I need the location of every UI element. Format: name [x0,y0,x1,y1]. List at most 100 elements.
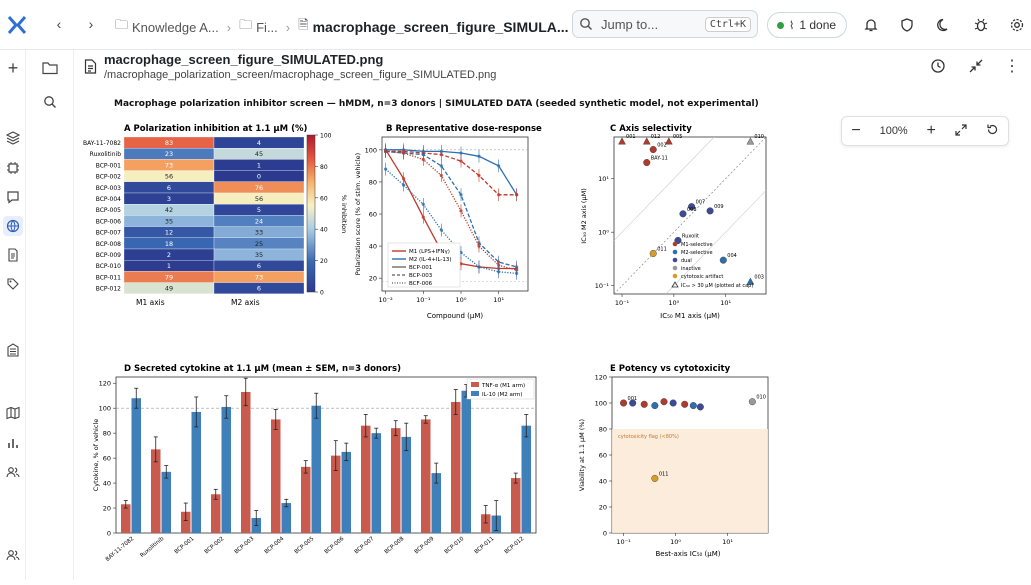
panel-d-ylabel: Cytokine, % of vehicle [92,419,100,491]
heatmap-row-label: BCP-003 [96,185,121,192]
plus-icon[interactable]: + [7,57,19,78]
cytokine-bar [161,471,171,533]
collapse-icon[interactable] [966,56,986,76]
zoom-in-icon[interactable]: + [926,122,936,139]
cytokine-bar [241,391,251,533]
panel-a-title: A Polarization inhibition at 1.1 μM (%) [124,124,307,134]
heatmap-cell-value: 12 [165,229,173,237]
x-tick-label: 10⁰ [668,299,679,307]
x-tick-label: Ruxolitinib [139,536,165,559]
data-point [439,228,443,232]
selectivity-guide [665,190,767,295]
heatmap-cell-value: 6 [167,184,171,192]
document-icon[interactable] [3,245,23,265]
heatmap-cell-value: 6 [257,285,261,293]
data-point [459,209,463,213]
x-tick-label: 10⁻¹ [616,538,631,546]
heatmap-cell-value: 35 [165,217,173,225]
gear-icon[interactable] [1006,14,1028,36]
chat-icon[interactable] [3,187,23,207]
x-tick-label: 10¹ [493,296,504,304]
fullscreen-icon[interactable] [955,123,967,139]
breadcrumb-item[interactable]: Knowledge A... [132,19,219,35]
colorbar-tick-label: 0 [320,290,324,297]
tag-icon[interactable] [3,274,23,294]
selectivity-point [679,210,687,218]
bar-chart-icon[interactable] [3,433,23,453]
cytokine-bar [361,425,371,533]
panel-d-axes [115,376,537,534]
panel-d-title: D Secreted cytokine at 1.1 μM (mean ± SE… [124,364,401,374]
layers-icon[interactable] [3,128,23,148]
history-icon[interactable] [928,56,948,76]
x-tick-label: BCP-008 [384,536,406,556]
forward-icon[interactable]: › [88,16,94,32]
more-icon[interactable]: ⋮ [1004,58,1020,75]
heatmap-cell-value: 49 [165,285,173,293]
folder-icon[interactable] [40,58,60,78]
legend-m2: M2 (IL-4+IL-13) [409,257,452,263]
breadcrumb-item[interactable]: Fi... [256,19,278,35]
data-point [497,193,501,197]
point-label: 007 [696,200,706,206]
data-point [421,202,425,206]
app-logo-icon[interactable] [6,14,28,36]
heatmap-row-label: BCP-007 [96,230,121,237]
account-icon[interactable] [3,545,23,565]
data-point [402,183,406,187]
colorbar-tick-label: 80 [320,164,328,171]
point-label: 001 [626,134,636,140]
x-tick-label: BCP-003 [234,536,256,556]
dose-response-curve [385,168,517,275]
data-point [515,193,519,197]
cytokine-bar [311,405,321,533]
panel-d-legend: TNF-α (M1 arm) IL-10 (M2 arm) [466,378,535,400]
cytokine-bar [131,398,141,533]
potency-point [748,398,756,406]
panel-c-legend: M1-selective M2-selective dual inactive … [671,241,753,289]
globe-icon[interactable] [3,216,23,236]
legend-bcf006: BCF-006 [409,281,433,287]
legend-cap: IC₅₀ > 30 μM (plotted at cap) [681,283,753,289]
users-icon[interactable] [3,462,23,482]
heatmap-cell-value: 76 [255,184,263,192]
reset-zoom-icon[interactable] [986,123,999,139]
data-point [477,154,481,158]
figure-canvas: Macrophage polarization inhibitor screen… [83,99,769,563]
panel-e-title: E Potency vs cytotoxicity [610,364,731,374]
shield-icon[interactable] [896,14,918,36]
potency-point [669,399,677,407]
legend-il10: IL-10 (M2 arm) [482,392,523,398]
map-icon[interactable] [3,403,23,423]
search-icon[interactable] [40,92,60,112]
figure-suptitle: Macrophage polarization inhibitor screen… [114,99,759,109]
moon-icon[interactable] [933,14,955,36]
zoom-out-icon[interactable]: − [851,122,861,139]
top-bar: ‹ › 🗀 Knowledge A... › 🗀 Fi... › 🗎 macro… [0,0,1031,50]
heatmap-cell-value: 83 [165,139,173,147]
x-tick-label: BCP-005 [294,536,316,556]
file-icon [84,59,97,74]
dose-response-curve [385,150,517,196]
back-icon[interactable]: ‹ [56,16,62,32]
search-input[interactable]: Jump to... Ctrl+K [572,10,758,38]
panel-e-ylabel: Viability at 1.1 μM (%) [578,419,586,491]
heatmap-col-label-m1: M1 axis [136,298,165,307]
status-badge[interactable]: ⌇ 1 done [767,12,847,38]
building-icon[interactable] [3,340,23,360]
colorbar-tick-label: 40 [320,227,328,234]
heatmap-cell-value: 23 [165,150,173,158]
left-rail: + [0,50,26,580]
cytotoxicity-region [612,429,768,533]
chip-icon[interactable] [3,158,23,178]
x-tick-label: BCP-011 [474,536,496,556]
potency-point [620,399,628,407]
potency-point [640,400,648,408]
heatmap-cell-value: 25 [255,240,263,248]
bell-icon[interactable] [860,14,882,36]
cytokine-bar [391,428,401,533]
bug-icon[interactable] [970,14,992,36]
point-label: BAY-11 [651,156,668,162]
x-tick-label: 10⁻¹ [416,296,431,304]
heatmap-cell-value: 4 [257,139,261,147]
